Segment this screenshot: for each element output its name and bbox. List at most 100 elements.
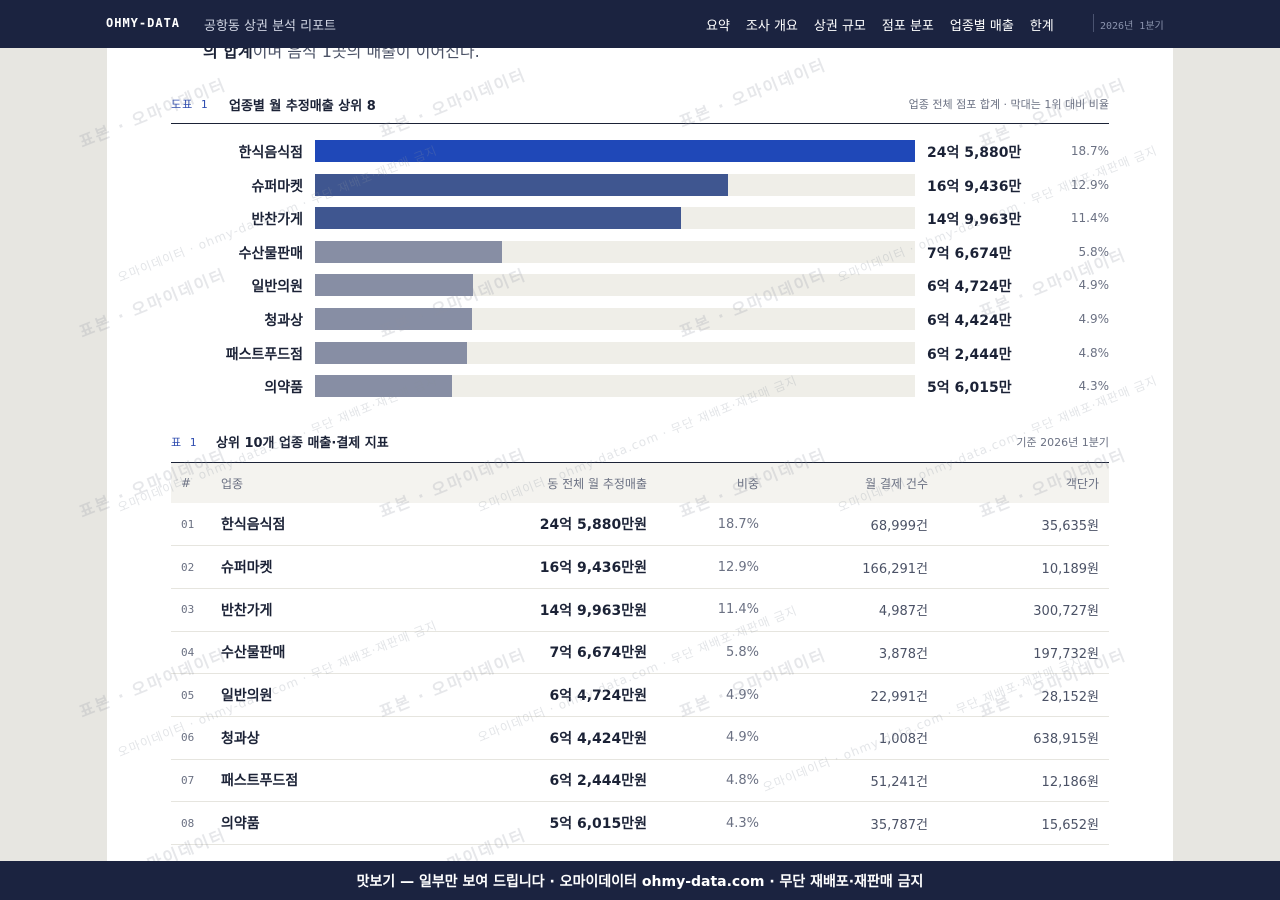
- bar-track: [315, 207, 915, 230]
- col-avg-order-value[interactable]: 객단가: [938, 463, 1109, 503]
- bar[interactable]: [315, 207, 681, 230]
- row-transactions: 3,878건: [769, 631, 938, 675]
- bar-track: [315, 341, 915, 364]
- row-transactions: 1,008건: [769, 716, 938, 760]
- row-share: 4.8%: [657, 759, 769, 803]
- row-sales: 6억 4,424만원: [461, 716, 657, 760]
- bar-category-label: 반찬가게: [251, 212, 303, 229]
- row-index: 04: [171, 631, 211, 675]
- row-index: 07: [171, 759, 211, 803]
- bar-track: [315, 274, 915, 297]
- row-sales: 16억 9,436만원: [461, 545, 657, 589]
- figure-note: 업종 전체 점포 합계 · 막대는 1위 대비 비율: [908, 98, 1109, 111]
- row-index: 08: [171, 801, 211, 845]
- table-row[interactable]: 04 수산물판매 7억 6,674만원 5.8% 3,878건 197,732원: [171, 631, 1109, 675]
- col-index[interactable]: #: [171, 463, 211, 503]
- table-row[interactable]: 08 의약품 5억 6,015만원 4.3% 35,787건 15,652원: [171, 801, 1109, 845]
- bar-category-label: 한식음식점: [238, 145, 303, 161]
- bar[interactable]: [315, 173, 729, 196]
- bar-value-label: 24억 5,880만: [927, 145, 1022, 161]
- bar-category-label: 수산물판매: [238, 245, 303, 262]
- table-row[interactable]: 05 일반의원 6억 4,724만원 4.9% 22,991건 28,152원: [171, 673, 1109, 717]
- row-transactions: 22,991건: [769, 673, 938, 717]
- bar-row: 반찬가게 14억 9,963만 11.4%: [171, 207, 1109, 230]
- row-avg-order-value: 12,186원: [938, 759, 1109, 803]
- table-row[interactable]: 02 슈퍼마켓 16억 9,436만원 12.9% 166,291건 10,189원: [171, 545, 1109, 589]
- period-label: 2026년 1분기: [1100, 21, 1164, 32]
- row-sales: 5억 6,015만원: [461, 801, 657, 845]
- table-column-headers: # 업종 동 전체 월 추정매출 비중 월 결제 건수 객단가: [171, 463, 1109, 503]
- bar[interactable]: [315, 375, 452, 398]
- row-avg-order-value: 10,189원: [938, 545, 1109, 589]
- sales-bar-chart: 한식음식점 24억 5,880만 18.7% 슈퍼마켓 16억 9,436만 12.9% 반…: [171, 140, 1109, 400]
- bar-track: [315, 240, 915, 263]
- row-avg-order-value: 300,727원: [938, 588, 1109, 632]
- bar-value-label: 6억 4,424만: [927, 313, 1012, 329]
- nav-link-summary[interactable]: 요약: [706, 19, 730, 34]
- bar-row: 일반의원 6억 4,724만 4.9%: [171, 274, 1109, 297]
- nav-link-overview[interactable]: 조사 개요: [745, 19, 798, 34]
- row-share: 12.9%: [657, 545, 769, 589]
- brand-logo[interactable]: OHMY-DATA: [106, 16, 181, 30]
- table-row[interactable]: 01 한식음식점 24억 5,880만원 18.7% 68,999건 35,635원: [171, 503, 1109, 547]
- row-industry: 일반의원: [211, 673, 461, 717]
- figure-title: 업종별 월 추정매출 상위 8: [229, 99, 376, 114]
- figure-header: 도표 1 업종별 월 추정매출 상위 8 업종 전체 점포 합계 · 막대는 1…: [171, 96, 1109, 124]
- row-industry: 슈퍼마켓: [211, 545, 461, 589]
- bar-category-label: 일반의원: [251, 279, 303, 296]
- row-index: 01: [171, 503, 211, 547]
- row-index: 03: [171, 588, 211, 632]
- report-page: 의 합계이며 음식 1곳의 매출이 이어진다. 도표 1 업종별 월 추정매출 …: [107, 48, 1173, 862]
- row-share: 4.9%: [657, 673, 769, 717]
- row-index: 02: [171, 545, 211, 589]
- table-tag: 표 1: [171, 436, 198, 449]
- col-share[interactable]: 비중: [657, 463, 769, 503]
- bar-share-label: 18.7%: [1070, 144, 1109, 158]
- row-industry: 의약품: [211, 801, 461, 845]
- col-industry[interactable]: 업종: [211, 463, 461, 503]
- row-industry: 청과상: [211, 716, 461, 760]
- row-index: 06: [171, 716, 211, 760]
- bar[interactable]: [315, 341, 468, 364]
- row-transactions: 51,241건: [769, 759, 938, 803]
- table-row[interactable]: 07 패스트푸드점 6억 2,444만원 4.8% 51,241건 12,186원: [171, 759, 1109, 803]
- bar-row: 의약품 5억 6,015만 4.3%: [171, 375, 1109, 398]
- row-transactions: 35,787건: [769, 801, 938, 845]
- row-avg-order-value: 15,652원: [938, 801, 1109, 845]
- bar[interactable]: [315, 140, 915, 162]
- bar-value-label: 7억 6,674만: [927, 245, 1012, 262]
- nav-links: 요약 조사 개요 상권 규모 점포 분포 업종별 매출 한계: [706, 15, 1070, 34]
- bar-value-label: 14억 9,963만: [927, 212, 1022, 229]
- bar-row: 슈퍼마켓 16억 9,436만 12.9%: [171, 173, 1109, 196]
- row-industry: 수산물판매: [211, 631, 461, 675]
- bar-row: 청과상 6억 4,424만 4.9%: [171, 308, 1109, 330]
- row-share: 4.9%: [657, 716, 769, 760]
- row-transactions: 166,291건: [769, 545, 938, 589]
- bar-share-label: 4.8%: [1078, 345, 1110, 360]
- bar[interactable]: [315, 308, 473, 330]
- bar-value-label: 16억 9,436만: [927, 178, 1022, 195]
- nav-link-sales-by-industry[interactable]: 업종별 매출: [949, 19, 1014, 34]
- row-avg-order-value: 197,732원: [938, 631, 1109, 675]
- bar-value-label: 6억 4,724만: [927, 279, 1012, 296]
- bar-category-label: 패스트푸드점: [225, 346, 303, 363]
- bar[interactable]: [315, 274, 473, 297]
- row-transactions: 4,987건: [769, 588, 938, 632]
- col-transactions[interactable]: 월 결제 건수: [769, 463, 938, 503]
- row-sales: 24억 5,880만원: [461, 503, 657, 547]
- nav-link-store-distribution[interactable]: 점포 분포: [881, 19, 934, 34]
- row-industry: 한식음식점: [211, 503, 461, 547]
- bar[interactable]: [315, 240, 503, 263]
- intro-rest: 이며 음식 1곳의 매출이 이어진다.: [252, 48, 480, 61]
- row-share: 11.4%: [657, 588, 769, 632]
- bar-row: 패스트푸드점 6억 2,444만 4.8%: [171, 341, 1110, 364]
- table-row[interactable]: 03 반찬가게 14억 9,963만원 11.4% 4,987건 300,727원: [171, 588, 1109, 632]
- row-sales: 6억 4,724만원: [461, 673, 657, 717]
- col-sales[interactable]: 동 전체 월 추정매출: [461, 463, 657, 503]
- table-row[interactable]: 06 청과상 6억 4,424만원 4.9% 1,008건 638,915원: [171, 716, 1109, 760]
- preview-banner: 맛보기 — 일부만 보여 드립니다 · 오마이데이터 ohmy-data.com…: [0, 861, 1280, 900]
- nav-link-market-size[interactable]: 상권 규모: [813, 19, 866, 34]
- row-share: 4.3%: [657, 801, 769, 845]
- nav-link-limitations[interactable]: 한계: [1029, 19, 1054, 34]
- bar-share-label: 12.9%: [1070, 177, 1109, 192]
